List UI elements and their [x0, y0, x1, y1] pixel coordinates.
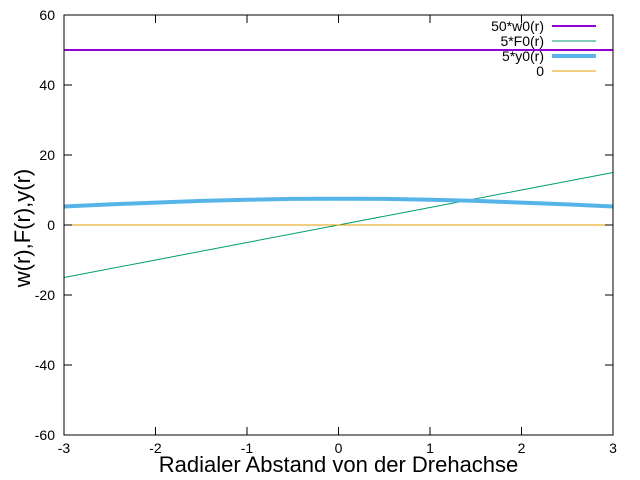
series-layer	[63, 49, 614, 278]
x-tick-label: 2	[518, 440, 526, 456]
y-tick-label: 20	[39, 147, 55, 163]
x-tick-label: 1	[426, 440, 434, 456]
legend-label: 0	[536, 63, 544, 79]
y-tick-label: -60	[35, 427, 55, 443]
y-tick-label: 0	[47, 217, 55, 233]
y-tick-label: 60	[39, 7, 55, 23]
x-tick-label: 0	[335, 440, 343, 456]
x-tick-label: 3	[609, 440, 617, 456]
series-line-2	[63, 196, 614, 209]
y-tick-label: -20	[35, 287, 55, 303]
x-tick-label: -2	[149, 440, 162, 456]
x-tick-label: -1	[241, 440, 254, 456]
y-tick-label: 40	[39, 77, 55, 93]
legend: 50*w0(r)5*F0(r)5*y0(r)0	[491, 18, 596, 79]
y-axis-title: w(r),F(r),y(r)	[10, 169, 35, 289]
legend-label: 50*w0(r)	[491, 18, 544, 34]
x-tick-label: -3	[58, 440, 71, 456]
y-tick-label: -40	[35, 357, 55, 373]
legend-label: 5*F0(r)	[500, 33, 544, 49]
ticks-layer: -3 -2 -1 0 1 2 3 -60 -40 -20 0 20 40 60	[35, 7, 617, 456]
legend-label: 5*y0(r)	[502, 48, 544, 64]
x-axis-title: Radialer Abstand von der Drehachse	[159, 452, 519, 477]
